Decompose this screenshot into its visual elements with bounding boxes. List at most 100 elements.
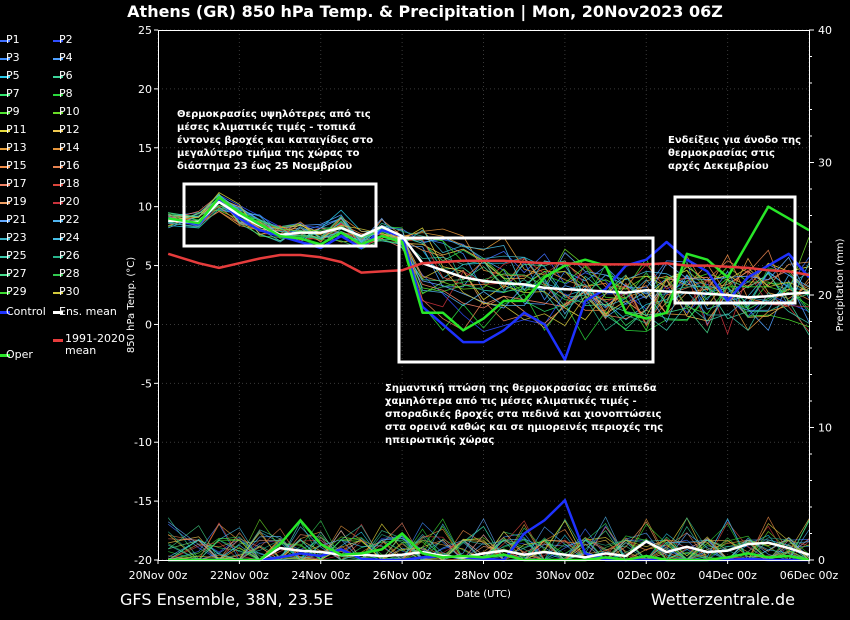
legend-label: P26 [59,249,80,262]
legend-swatch [53,311,63,314]
legend-swatch [53,94,63,96]
x-tick-label: 30Nov 00z [536,569,595,582]
legend-label: P12 [59,123,80,136]
annotation-warm: Θερμοκρασίες υψηλότερες από τις μέσες κλ… [177,109,374,172]
legend-swatch [53,274,63,276]
legend-label: P6 [59,69,73,82]
legend-swatch [53,292,63,294]
y2-tick-label: 40 [818,24,832,37]
legend-swatch [53,256,63,258]
footer-model: GFS Ensemble, 38N, 23.5E [120,590,334,609]
legend-swatch [53,130,63,132]
x-tick-label: 22Nov 00z [210,569,269,582]
y2-tick-label: 10 [818,422,832,435]
x-tick-label: 28Nov 00z [454,569,513,582]
axes: 25 20 15 10 5 0 -5 -10 -15 -20 40 30 20 10 0 20Nov 00z 2… [126,24,846,600]
legend-swatch [0,148,10,150]
legend-label: P22 [59,213,80,226]
y-axis-label: 850 hPa Temp. (°C) [126,257,137,353]
x-tick-label: 26Nov 00z [373,569,432,582]
box-warming-period [673,195,797,305]
legend-label: P17 [6,177,27,190]
legend-swatch [0,274,10,276]
legend-swatch [0,238,10,240]
legend-label: P4 [59,51,73,64]
legend-label: Control [6,305,46,318]
legend-swatch [0,40,10,42]
legend-label: P28 [59,267,80,280]
series-line-ens-mean [168,200,810,299]
x-axis-label: Date (UTC) [456,589,511,600]
temp-line-p29 [168,205,810,332]
legend-label: P8 [59,87,73,100]
legend-label: P11 [6,123,27,136]
legend-label: P27 [6,267,27,280]
legend-label: P14 [59,141,80,154]
temp-line-p30 [168,191,810,327]
legend-swatch [0,220,10,222]
legend-label: P16 [59,159,80,172]
box-warm-period [182,182,378,248]
legend-label: 1991-2020 mean [65,332,125,357]
temp-line-p9 [168,201,810,328]
y-tick-label: 20 [138,83,152,96]
legend-label: P23 [6,231,27,244]
y-tick-label: 10 [138,201,152,214]
x-tick-label: 04Dec 00z [698,569,757,582]
legend-swatch [0,166,10,168]
precip-line-p26 [167,517,810,561]
legend-swatch [53,202,63,204]
y-tick-label: -10 [134,436,152,449]
legend-swatch [53,238,63,240]
x-tick-label: 24Nov 00z [291,569,350,582]
y-tick-label: -20 [134,554,152,567]
annotation-boxes [182,182,797,364]
legend-swatch [0,130,10,132]
legend-label: P29 [6,285,27,298]
legend-label: P2 [59,33,73,46]
footer-source: Wetterzentrale.de [650,590,795,609]
legend-label: P25 [6,249,27,262]
main-series [167,195,810,562]
y-tick-label: 5 [145,260,152,273]
temp-line-p23 [168,201,810,316]
legend-label: P20 [59,195,80,208]
legend-swatch [0,202,10,204]
x-tick-label: 02Dec 00z [617,569,676,582]
y-tick-label: 0 [145,318,152,331]
y-tick-label: -15 [134,495,152,508]
legend-swatch [0,256,10,258]
legend-label: P7 [6,87,20,100]
temp-line-p14 [168,199,810,331]
legend-swatch [53,339,63,342]
legend-label: P9 [6,105,20,118]
y-tick-label: 25 [138,24,152,37]
legend-swatch [0,94,10,96]
legend-swatch [53,184,63,186]
legend-label: P5 [6,69,20,82]
legend-swatch [0,184,10,186]
legend-swatch [0,311,10,314]
y2-tick-label: 30 [818,157,832,170]
legend-swatch [53,148,63,150]
y-tick-label: 15 [138,142,152,155]
precip-line-p30 [168,520,810,561]
legend-swatch [0,354,10,357]
chart-title: Athens (GR) 850 hPa Temp. & Precipitatio… [127,2,723,21]
legend-swatch [53,166,63,168]
legend-swatch [53,40,63,42]
y2-tick-label: 20 [818,289,832,302]
y2-axis-label: Precipitation (mm) [835,238,846,331]
precip-series-ens-mean [168,540,810,562]
legend-swatch [53,58,63,60]
legend-label: P10 [59,105,80,118]
legend-swatch [0,292,10,294]
y2-tick-label: 0 [818,554,825,567]
legend-label: P3 [6,51,20,64]
legend-label: P1 [6,33,20,46]
series-line-oper [168,195,810,332]
legend-label: P18 [59,177,80,190]
legend-label: P30 [59,285,80,298]
x-tick-label: 06Dec 00z [780,569,839,582]
